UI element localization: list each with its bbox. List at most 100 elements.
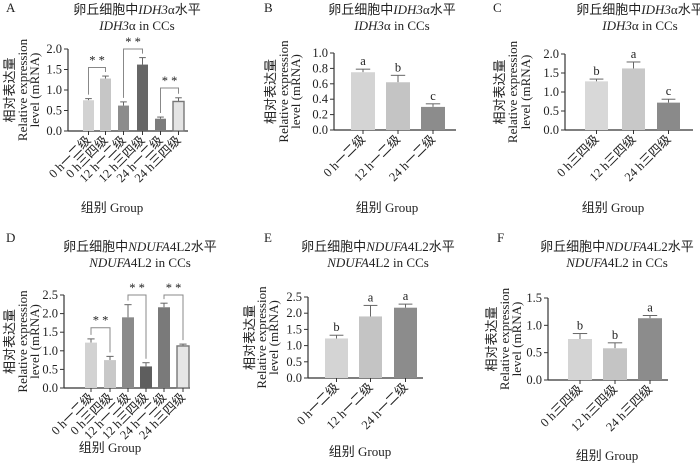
title-gene: IDH3 bbox=[640, 2, 671, 17]
significance-letter: a bbox=[368, 290, 374, 304]
bar bbox=[638, 318, 662, 380]
significance-letter: b bbox=[577, 319, 583, 333]
y-axis-label: Relative expression bbox=[15, 290, 30, 393]
y-tick-label: 0.0 bbox=[42, 381, 58, 395]
y-tick-label: 1.0 bbox=[312, 46, 328, 60]
subtitle-gene: NDUFA bbox=[326, 255, 369, 270]
bar bbox=[657, 102, 680, 130]
significance-bracket bbox=[123, 48, 143, 98]
title-gene-rest: 4L2 bbox=[647, 239, 668, 254]
chart-title: 卵丘细胞中IDH3α水平 bbox=[73, 2, 200, 17]
y-axis-label: Relative expression bbox=[15, 38, 30, 141]
chart-title: 卵丘细胞中NDUFA4L2水平 bbox=[540, 239, 694, 254]
bar bbox=[176, 345, 190, 389]
x-axis-label: 组别 Group bbox=[576, 448, 638, 463]
y-axis-label: 相对表达量 bbox=[2, 309, 17, 374]
bar bbox=[585, 81, 608, 130]
chart-title: 卵丘细胞中NDUFA4L2水平 bbox=[63, 239, 217, 254]
title-gene-rest: 4L2 bbox=[408, 239, 429, 254]
significance-stars: * * bbox=[93, 314, 109, 328]
x-axis-label: 组别 Group bbox=[79, 440, 141, 455]
y-tick-label: 0.0 bbox=[46, 124, 62, 138]
title-prefix: 卵丘细胞中 bbox=[576, 2, 641, 17]
y-tick-label: 0.5 bbox=[46, 104, 62, 118]
chart-title: 卵丘细胞中IDH3α水平 bbox=[576, 2, 700, 17]
subtitle-suffix: in CCs bbox=[136, 18, 175, 33]
bar bbox=[140, 366, 152, 388]
title-gene-rest: 4L2 bbox=[170, 239, 191, 254]
significance-letter: a bbox=[403, 289, 409, 303]
y-axis-label: Relative expression bbox=[276, 40, 291, 143]
chart-subtitle: IDH3α in CCs bbox=[98, 18, 174, 33]
subtitle-gene: NDUFA bbox=[565, 255, 608, 270]
y-axis-label: 相对表达量 bbox=[484, 306, 499, 371]
y-tick-label: 0.8 bbox=[312, 61, 328, 75]
x-axis-label: 组别 Group bbox=[329, 444, 391, 459]
x-axis-label: 组别 Group bbox=[81, 200, 143, 215]
bar bbox=[172, 100, 185, 132]
panel-label: F bbox=[497, 230, 504, 245]
title-prefix: 卵丘细胞中 bbox=[328, 2, 393, 17]
subtitle-gene-rest: α bbox=[384, 18, 391, 33]
subtitle-gene-rest: 4L2 bbox=[608, 255, 629, 270]
y-tick-label: 2.5 bbox=[42, 288, 58, 302]
bar bbox=[622, 68, 645, 130]
significance-stars: * * bbox=[162, 74, 178, 88]
bar bbox=[104, 360, 116, 388]
significance-letter: c bbox=[666, 84, 672, 98]
subtitle-suffix: in CCs bbox=[152, 255, 191, 270]
title-gene: NDUFA bbox=[127, 239, 170, 254]
subtitle-gene-rest: α bbox=[632, 18, 639, 33]
title-suffix: 水平 bbox=[191, 239, 217, 254]
bar bbox=[85, 342, 97, 388]
bar bbox=[100, 78, 111, 131]
y-axis-label: level (mRNA) bbox=[518, 55, 533, 130]
y-tick-label: 2.0 bbox=[46, 42, 62, 56]
subtitle-gene-rest: 4L2 bbox=[369, 255, 390, 270]
bar bbox=[158, 307, 170, 388]
title-gene: NDUFA bbox=[604, 239, 647, 254]
title-suffix: 水平 bbox=[429, 239, 455, 254]
y-axis-label: level (mRNA) bbox=[288, 54, 303, 129]
y-tick-label: 2.0 bbox=[42, 307, 58, 321]
significance-stars: * * bbox=[89, 53, 105, 67]
bar bbox=[118, 105, 129, 131]
title-suffix: 水平 bbox=[175, 2, 201, 17]
y-tick-label: 0.4 bbox=[312, 92, 328, 106]
y-axis-label: level (mRNA) bbox=[266, 300, 281, 375]
chart-subtitle: IDH3α in CCs bbox=[353, 18, 429, 33]
bar bbox=[603, 348, 627, 380]
subtitle-suffix: in CCs bbox=[629, 255, 668, 270]
title-gene: IDH3 bbox=[137, 2, 168, 17]
significance-stars: * * bbox=[129, 281, 145, 295]
title-gene: NDUFA bbox=[365, 239, 408, 254]
y-axis-label: level (mRNA) bbox=[27, 53, 42, 128]
y-tick-label: 0.0 bbox=[543, 123, 559, 137]
significance-letter: b bbox=[395, 60, 401, 74]
title-prefix: 卵丘细胞中 bbox=[63, 239, 128, 254]
y-axis-label: 相对表达量 bbox=[242, 305, 257, 370]
title-gene: IDH3 bbox=[392, 2, 423, 17]
significance-letter: b bbox=[333, 320, 339, 334]
chart-subtitle: NDUFA4L2 in CCs bbox=[565, 255, 668, 270]
bar bbox=[421, 106, 445, 130]
chart-title: 卵丘细胞中IDH3α水平 bbox=[328, 2, 455, 17]
bar bbox=[394, 307, 417, 378]
bar bbox=[351, 72, 375, 130]
panel-label: E bbox=[264, 230, 272, 245]
significance-bracket bbox=[90, 327, 111, 353]
significance-letter: a bbox=[360, 54, 366, 68]
y-tick-label: 2.5 bbox=[286, 290, 302, 304]
bar bbox=[359, 316, 382, 378]
title-suffix: 水平 bbox=[678, 2, 700, 17]
subtitle-gene: IDH3 bbox=[601, 18, 632, 33]
significance-letter: a bbox=[631, 47, 637, 61]
y-axis-label: level (mRNA) bbox=[509, 302, 524, 377]
y-axis-label: 相对表达量 bbox=[492, 59, 507, 124]
chart-subtitle: IDH3α in CCs bbox=[601, 18, 677, 33]
y-tick-label: 1.5 bbox=[526, 291, 542, 305]
title-prefix: 卵丘细胞中 bbox=[73, 2, 138, 17]
